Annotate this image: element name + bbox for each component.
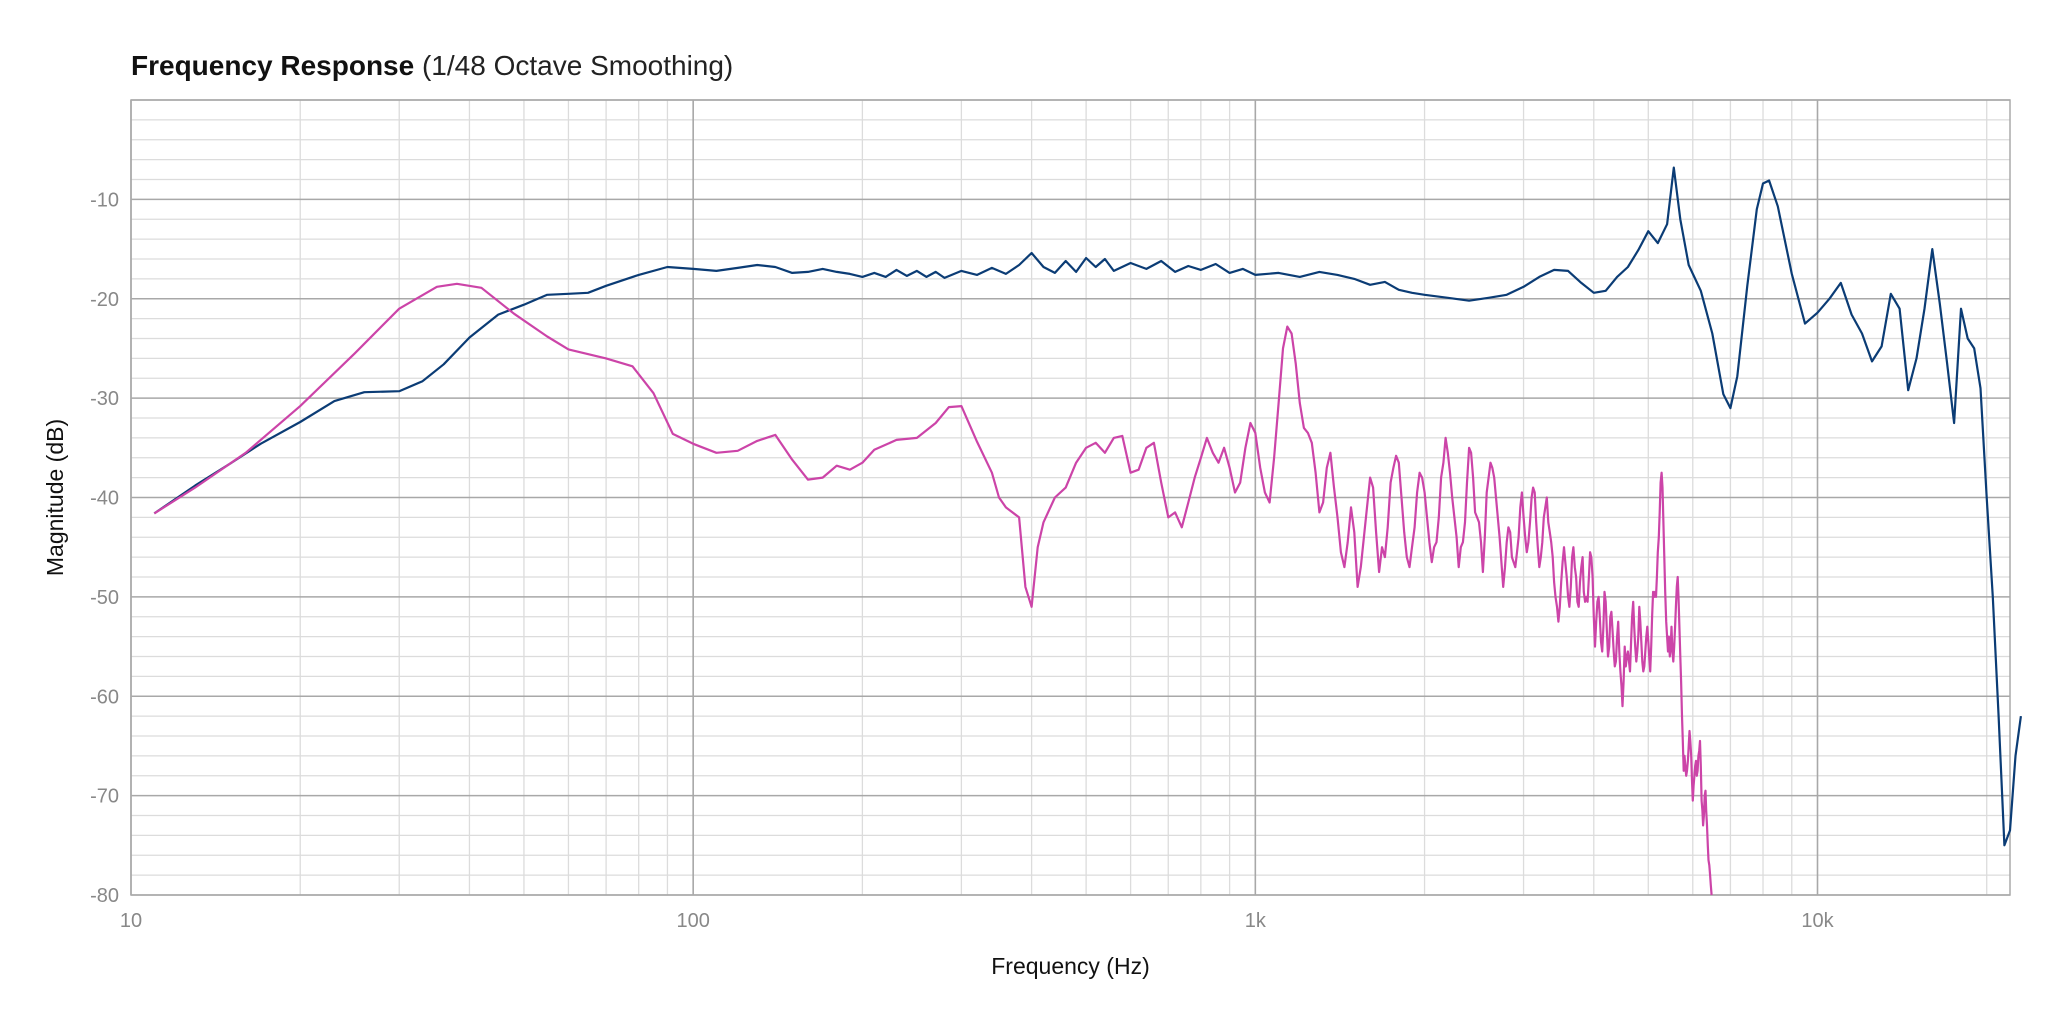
x-tick-label: 100: [676, 910, 709, 932]
y-tick-label: -60: [90, 686, 119, 708]
chart-title-main: Frequency Response: [131, 50, 415, 81]
y-tick-label: -30: [90, 388, 119, 410]
series-layer: [153, 166, 2022, 896]
series-line-1: [153, 166, 2022, 847]
x-tick-label: 10k: [1801, 910, 1834, 932]
x-tick-label: 10: [120, 910, 142, 932]
major-gridlines: [130, 99, 2010, 896]
y-tick-label: -80: [90, 885, 119, 907]
chart-title: Frequency Response (1/48 Octave Smoothin…: [131, 50, 733, 82]
y-axis-ticks: -10 -20 -30 -40 -50 -60 -70 -80: [90, 189, 119, 907]
x-tick-label: 1k: [1245, 910, 1267, 932]
y-tick-label: -40: [90, 488, 119, 510]
chart-subtitle: (1/48 Octave Smoothing): [421, 50, 734, 81]
y-axis-label: Magnitude (dB): [42, 419, 68, 576]
x-axis-label: Frequency (Hz): [991, 953, 1149, 979]
y-tick-label: -50: [90, 587, 119, 609]
series-line-2: [153, 282, 1713, 896]
y-tick-label: -10: [90, 189, 119, 211]
y-tick-label: -20: [90, 289, 119, 311]
plot-area-frame: [130, 99, 2011, 896]
y-tick-label: -70: [90, 786, 119, 808]
x-axis-ticks: 10 100 1k 10k: [120, 910, 1835, 932]
